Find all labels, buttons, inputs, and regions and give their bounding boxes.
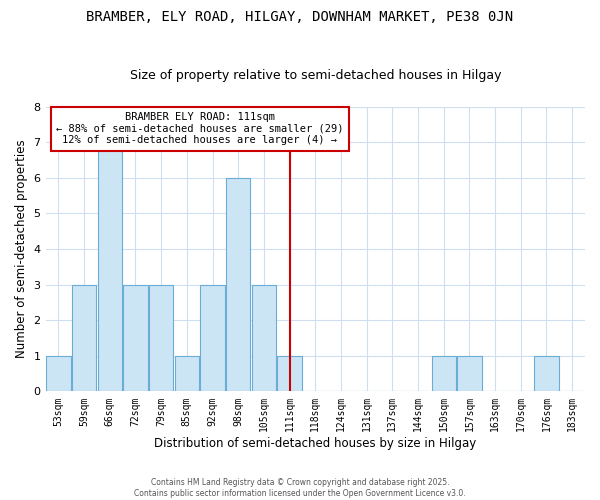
Bar [457,356,482,392]
Bar [46,356,71,392]
Bar [98,142,122,392]
Y-axis label: Number of semi-detached properties: Number of semi-detached properties [15,140,28,358]
Title: Size of property relative to semi-detached houses in Hilgay: Size of property relative to semi-detach… [130,69,501,82]
X-axis label: Distribution of semi-detached houses by size in Hilgay: Distribution of semi-detached houses by … [154,437,476,450]
Bar [200,284,225,392]
Bar [534,356,559,392]
Bar [149,284,173,392]
Bar [175,356,199,392]
Bar [251,284,276,392]
Text: BRAMBER ELY ROAD: 111sqm
← 88% of semi-detached houses are smaller (29)
12% of s: BRAMBER ELY ROAD: 111sqm ← 88% of semi-d… [56,112,343,146]
Bar [72,284,96,392]
Text: Contains HM Land Registry data © Crown copyright and database right 2025.
Contai: Contains HM Land Registry data © Crown c… [134,478,466,498]
Bar [431,356,456,392]
Bar [226,178,250,392]
Bar [277,356,302,392]
Text: BRAMBER, ELY ROAD, HILGAY, DOWNHAM MARKET, PE38 0JN: BRAMBER, ELY ROAD, HILGAY, DOWNHAM MARKE… [86,10,514,24]
Bar [123,284,148,392]
